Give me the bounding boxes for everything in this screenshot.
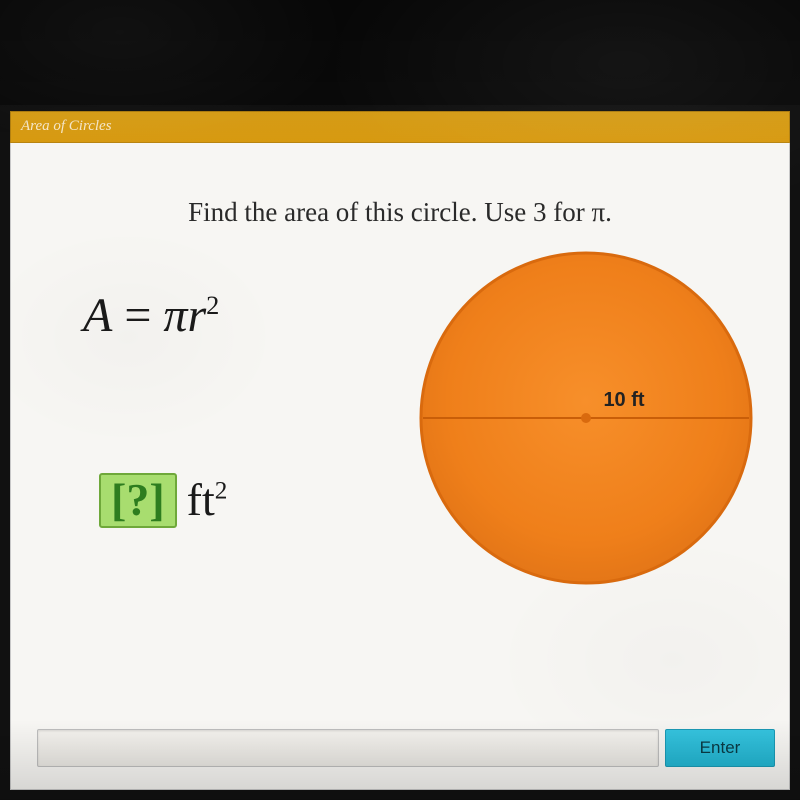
formula-r: r (187, 289, 206, 342)
formula-A: A (83, 289, 112, 342)
answer-blank[interactable]: [?] (99, 473, 177, 528)
area-formula: A = πr2 (83, 288, 219, 343)
lesson-header: Area of Circles (10, 111, 790, 143)
answer-row: [?] ft2 (99, 473, 227, 528)
lesson-title: Area of Circles (21, 118, 112, 134)
enter-button[interactable]: Enter (665, 729, 775, 767)
unit-base: ft (187, 474, 215, 525)
prompt-text: Find the area of this circle. Use 3 for (188, 197, 591, 227)
question-panel: Find the area of this circle. Use 3 for … (10, 143, 790, 790)
circle-svg: 10 ft (411, 243, 761, 593)
question-prompt: Find the area of this circle. Use 3 for … (11, 197, 789, 228)
pi-symbol: π (591, 197, 605, 227)
formula-equals: = (124, 289, 151, 342)
formula-pi: π (163, 289, 187, 342)
formula-exp: 2 (206, 290, 219, 320)
prompt-suffix: . (605, 197, 612, 227)
circle-diagram: 10 ft (411, 243, 761, 593)
unit-exp: 2 (215, 477, 228, 505)
answer-placeholder: ? (126, 474, 149, 525)
input-row: Enter (37, 729, 775, 767)
answer-unit: ft2 (187, 473, 228, 526)
answer-input[interactable] (37, 729, 659, 767)
diameter-label: 10 ft (603, 389, 644, 411)
